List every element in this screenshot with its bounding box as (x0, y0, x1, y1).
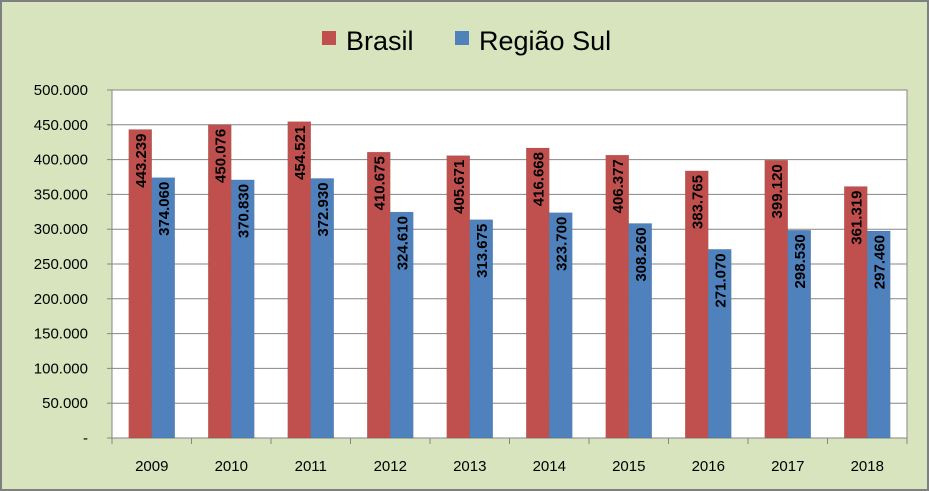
data-label: 454.521 (292, 126, 309, 180)
data-label: 406.377 (610, 159, 627, 213)
x-tick-label: 2017 (771, 458, 804, 475)
legend-swatch-regiao-sul (455, 31, 469, 45)
data-label: 308.260 (633, 227, 650, 281)
data-labels: 443.239 374.060 450.076 370.830 454.521 372.9… (133, 126, 889, 308)
x-tick-label: 2013 (453, 458, 486, 475)
y-tick-label: 450.000 (34, 117, 88, 134)
y-axis: - 50.000 100.000 150.000 200.000 250.000 300.0… (34, 82, 113, 447)
data-label: 410.675 (372, 156, 389, 210)
y-tick-label: 400.000 (34, 152, 88, 169)
bar-regiao-sul (628, 223, 652, 439)
x-tick-label: 2014 (533, 458, 566, 475)
x-tick-label: 2016 (692, 458, 725, 475)
bar-regiao-sul (231, 179, 255, 439)
x-axis: 2009 2010 2011 2012 2013 2014 2015 2016 2017 2018 (111, 437, 908, 475)
bar-regiao-sul (390, 211, 414, 439)
bar-regiao-sul (708, 249, 732, 439)
x-tick-label: 2009 (135, 458, 168, 475)
data-label: 443.239 (133, 134, 150, 188)
bar-regiao-sul (549, 212, 573, 439)
y-tick-label: - (83, 430, 88, 447)
y-tick-label: 100.000 (34, 360, 88, 377)
data-label: 313.675 (474, 224, 491, 278)
bars (128, 121, 891, 439)
bar-regiao-sul (310, 178, 334, 439)
data-label: 399.120 (769, 164, 786, 218)
bar-regiao-sul (151, 177, 175, 439)
legend-label-brasil: Brasil (346, 26, 414, 56)
y-tick-label: 150.000 (34, 326, 88, 343)
x-tick-label: 2015 (612, 458, 645, 475)
legend: Brasil Região Sul (322, 26, 611, 56)
x-tick-label: 2012 (374, 458, 407, 475)
data-label: 450.076 (213, 129, 230, 183)
y-tick-label: 200.000 (34, 291, 88, 308)
data-label: 297.460 (872, 235, 889, 289)
data-label: 416.668 (531, 152, 548, 206)
y-tick-label: 500.000 (34, 82, 88, 99)
data-label: 323.700 (554, 217, 571, 271)
data-label: 271.070 (713, 253, 730, 307)
bar-regiao-sul (867, 230, 891, 439)
legend-swatch-brasil (322, 31, 336, 45)
y-tick-label: 250.000 (34, 256, 88, 273)
bar-regiao-sul (787, 229, 811, 439)
x-tick-label: 2010 (215, 458, 248, 475)
bar-regiao-sul (469, 219, 493, 439)
data-label: 374.060 (156, 182, 173, 236)
data-label: 324.610 (395, 216, 412, 270)
data-label: 383.765 (690, 175, 707, 229)
x-tick-label: 2018 (851, 458, 884, 475)
legend-label-regiao-sul: Região Sul (479, 26, 611, 56)
y-tick-label: 50.000 (42, 395, 88, 412)
data-label: 372.930 (315, 182, 332, 236)
data-label: 298.530 (792, 234, 809, 288)
y-tick-label: 350.000 (34, 186, 88, 203)
data-label: 370.830 (236, 184, 253, 238)
x-tick-label: 2011 (295, 458, 327, 475)
y-tick-label: 300.000 (34, 221, 88, 238)
data-label: 361.319 (849, 191, 866, 245)
data-label: 405.671 (451, 160, 468, 214)
